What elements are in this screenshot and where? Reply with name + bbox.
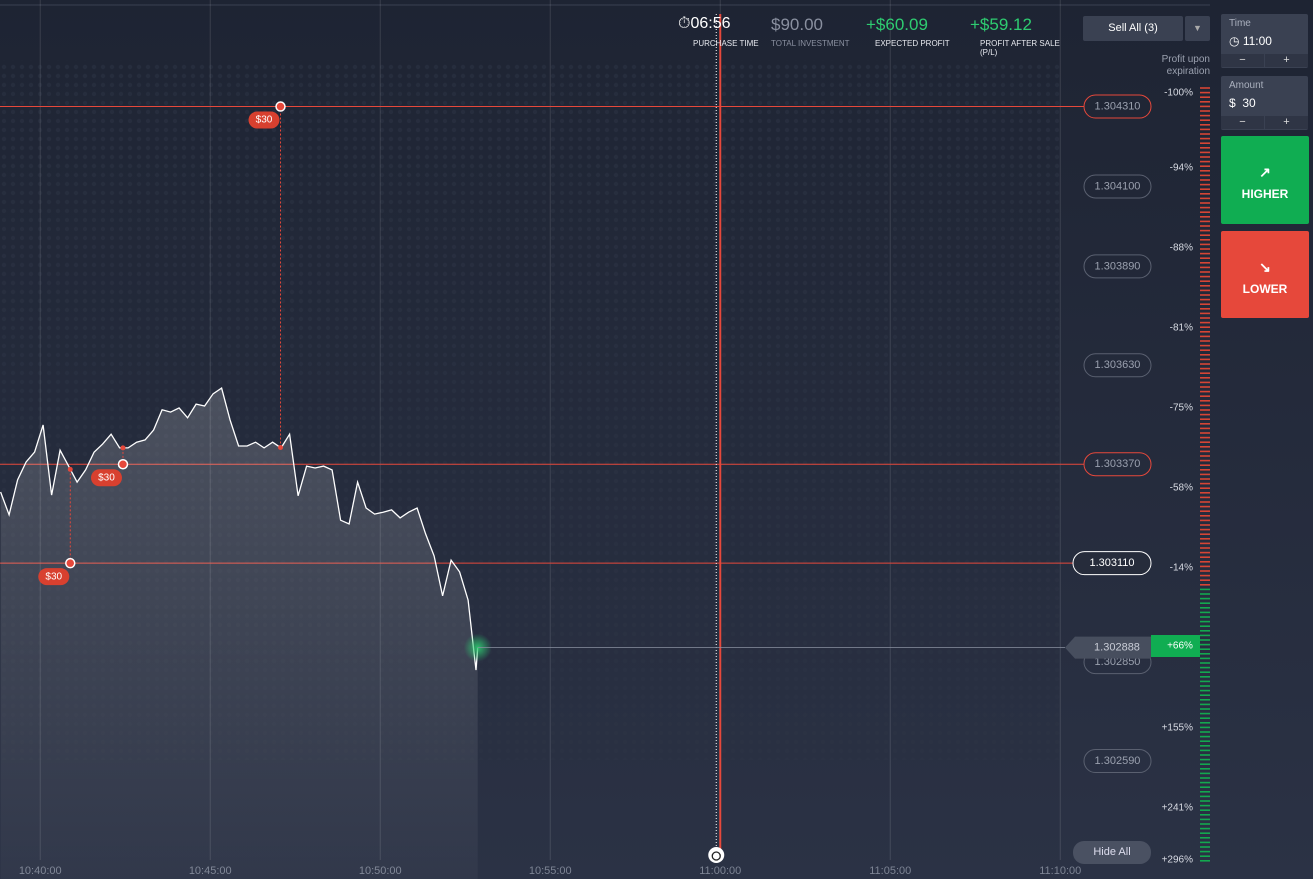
price-level-label: 1.302850 <box>1095 656 1141 668</box>
profit-scale-label: +241% <box>1162 803 1194 814</box>
profit-scale-label: -14% <box>1170 563 1193 574</box>
current-profit-box <box>1151 635 1200 657</box>
time-plus[interactable]: + <box>1265 54 1308 67</box>
total-investment: $90.00 <box>771 15 823 34</box>
profit-scale-label: -75% <box>1170 403 1193 414</box>
price-level-label: 1.304310 <box>1095 100 1141 112</box>
deal-tag <box>38 568 70 586</box>
profit-scale-label: +296% <box>1162 855 1194 866</box>
amount-currency: $ <box>1229 96 1236 110</box>
price-level-box <box>1083 174 1152 199</box>
price-level-label: 1.302590 <box>1095 755 1141 767</box>
deal-tag <box>248 111 280 129</box>
price-level-box <box>1083 94 1152 119</box>
price-level-box <box>1072 551 1152 576</box>
deal-marker <box>117 458 129 470</box>
hide-all-button[interactable]: Hide All <box>1073 841 1151 864</box>
x-tick-label: 11:10:00 <box>1039 865 1081 877</box>
sell-all-dropdown[interactable]: ▼ <box>1185 16 1210 41</box>
x-tick-label: 11:05:00 <box>869 865 911 877</box>
profit-scale-label: -94% <box>1170 163 1193 174</box>
price-area <box>0 388 478 879</box>
price-level-box <box>1083 452 1152 477</box>
profit-scale-label: -100% <box>1164 88 1193 99</box>
price-level-label: 1.303890 <box>1095 260 1141 272</box>
time-value: 11:00 <box>1242 34 1272 48</box>
profit-scale-label: +155% <box>1162 723 1194 734</box>
deal-open-dot <box>278 444 284 450</box>
expected-profit: +$60.09 <box>866 15 928 34</box>
amount-minus[interactable]: − <box>1221 116 1264 129</box>
deal-marker <box>275 101 286 112</box>
profit-scale-label: -81% <box>1170 323 1193 334</box>
time-minus[interactable]: − <box>1221 54 1264 67</box>
current-price-box <box>1065 636 1151 659</box>
expected-profit-label: EXPECTED PROFIT <box>875 39 950 48</box>
x-tick-label: 10:55:00 <box>529 865 572 877</box>
profit-note: Profit upon expiration <box>1161 54 1210 77</box>
time-box[interactable]: Time ◷ 11:00 − + <box>1221 14 1308 68</box>
lower-button[interactable]: ↘ LOWER <box>1221 231 1309 318</box>
time-label: Time <box>1229 18 1251 29</box>
profit-after-sale-label: PROFIT AFTER SALE (P/L) <box>980 39 1060 57</box>
current-profit: +66% <box>1167 641 1193 652</box>
purchase-time-label: PURCHASE TIME <box>693 39 759 48</box>
expiration-icon-inner <box>711 851 721 861</box>
deal-tag <box>90 469 122 487</box>
price-level-box <box>1083 254 1152 279</box>
profit-after-sale: +$59.12 <box>970 15 1032 34</box>
higher-button[interactable]: ↗ HIGHER <box>1221 136 1309 224</box>
deal-amount: $30 <box>256 115 273 126</box>
amount-plus[interactable]: + <box>1265 116 1308 129</box>
price-level-label: 1.303370 <box>1095 458 1141 470</box>
expiration-icon <box>708 847 725 863</box>
x-tick-label: 11:00:00 <box>699 865 741 877</box>
price-level-label: 1.303630 <box>1095 359 1141 371</box>
amount-value: 30 <box>1242 96 1256 110</box>
price-level-box <box>1083 749 1152 774</box>
deal-marker <box>65 557 76 569</box>
sell-all-button[interactable]: Sell All (3) <box>1083 16 1183 41</box>
deal-amount: $30 <box>98 472 115 483</box>
timer: ⏱06:56 <box>678 15 731 32</box>
timer-value: 06:56 <box>690 15 731 32</box>
profit-scale-label: -88% <box>1170 243 1193 254</box>
price-level-box <box>1083 353 1152 378</box>
deal-open-dot <box>67 466 73 472</box>
price-level-label: 1.304100 <box>1095 180 1141 192</box>
price-line <box>0 387 479 671</box>
price-level-label: 1.303110 <box>1089 557 1134 569</box>
amount-label: Amount <box>1229 80 1264 91</box>
deal-open-dot <box>120 445 126 451</box>
current-price-label: 1.302888 <box>1094 642 1140 654</box>
higher-label: HIGHER <box>1241 187 1289 201</box>
total-investment-label: TOTAL INVESTMENT <box>771 39 850 48</box>
amount-box[interactable]: Amount $ 30 − + <box>1221 76 1308 130</box>
deal-amount: $30 <box>45 571 62 582</box>
lower-label: LOWER <box>1242 282 1288 296</box>
profit-scale-label: -58% <box>1170 483 1193 494</box>
